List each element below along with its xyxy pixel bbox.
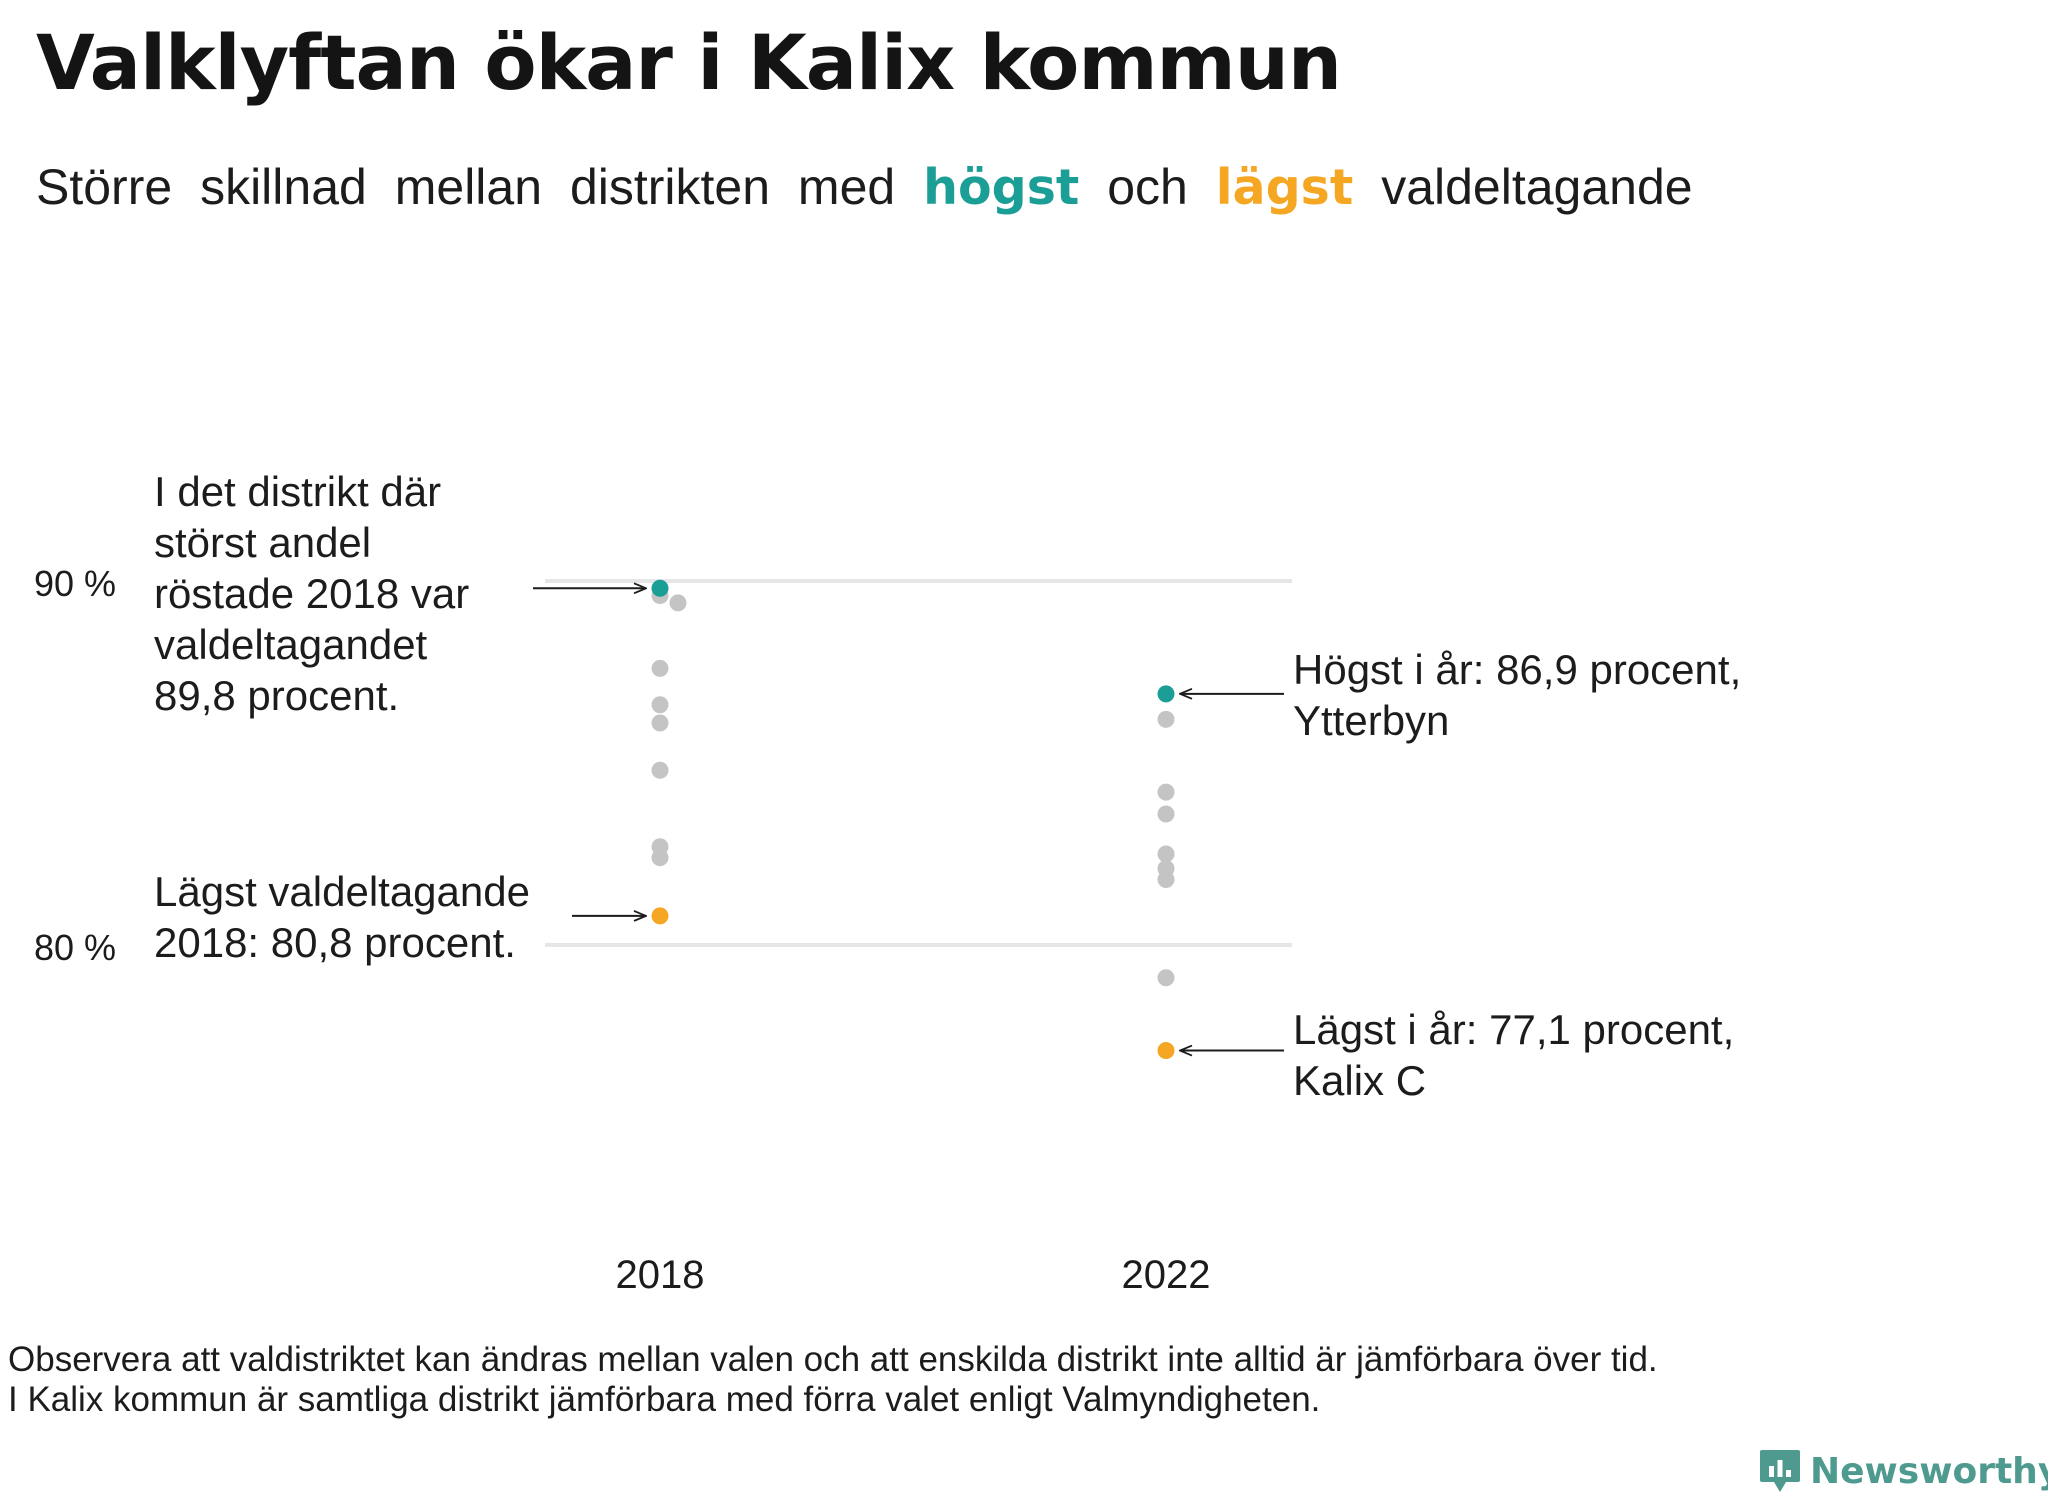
data-point — [1157, 805, 1175, 823]
chart-subtitle: Större skillnad mellan distrikten med hö… — [36, 158, 1707, 216]
annotation-2022-lowest: Kalix C — [1293, 1057, 1426, 1104]
annotation-2018-highest: 89,8 procent. — [154, 672, 399, 719]
annotation-2022-highest: Högst i år: 86,9 procent, — [1293, 646, 1741, 693]
subtitle-lowest-word: lägst — [1215, 159, 1354, 216]
y-tick-label: 80 % — [34, 927, 116, 968]
data-point-highest — [651, 579, 669, 597]
data-point-lowest — [651, 907, 669, 925]
dot-plot-chart: 80 % 90 % 2018 2022 I det distrikt därstörs… — [34, 468, 1741, 1297]
data-point — [1157, 845, 1175, 863]
newsworthy-logo[interactable]: Newsworthy — [1758, 1448, 2048, 1494]
subtitle-word: mellan — [394, 159, 543, 215]
annotation-2018-highest: röstade 2018 var — [154, 570, 469, 617]
x-tick-label: 2018 — [616, 1253, 705, 1297]
footnote: Observera att valdistriktet kan ändras m… — [8, 1340, 1658, 1420]
subtitle-word: skillnad — [200, 159, 367, 215]
newsworthy-logo-icon — [1760, 1450, 1800, 1492]
annotation-2018-highest: I det distrikt där — [154, 468, 441, 515]
data-point-highest — [1157, 685, 1175, 703]
annotation-2018-highest: störst andel — [154, 519, 371, 566]
logo-text: Newsworthy — [1810, 1450, 2048, 1492]
footnote-line: I Kalix kommun är samtliga distrikt jämf… — [8, 1380, 1321, 1419]
data-point — [651, 849, 669, 867]
annotation-2018-lowest: Lägst valdeltagande — [154, 868, 530, 915]
subtitle-word: och — [1107, 159, 1188, 215]
annotation-2022-highest: Ytterbyn — [1293, 697, 1449, 744]
data-point — [1157, 969, 1175, 987]
data-point — [669, 594, 687, 612]
data-point-lowest — [1157, 1042, 1175, 1060]
data-point — [651, 696, 669, 714]
data-point — [1157, 870, 1175, 888]
subtitle-highest-word: högst — [923, 159, 1080, 216]
annotation-2018-lowest: 2018: 80,8 procent. — [154, 919, 516, 966]
data-point — [651, 761, 669, 779]
data-point — [1157, 783, 1175, 801]
data-point — [651, 659, 669, 677]
x-tick-label: 2022 — [1122, 1253, 1211, 1297]
annotation-2018-highest: valdeltagandet — [154, 621, 428, 668]
subtitle-word: Större — [36, 159, 173, 215]
subtitle-word: distrikten — [569, 159, 771, 215]
footnote-line: Observera att valdistriktet kan ändras m… — [8, 1340, 1658, 1379]
subtitle-word: med — [797, 159, 896, 215]
chart-title: Valklyftan ökar i Kalix kommun — [36, 18, 1342, 107]
subtitle-word: valdeltagande — [1381, 159, 1693, 215]
data-point — [651, 714, 669, 732]
data-point — [1157, 710, 1175, 728]
annotation-2022-lowest: Lägst i år: 77,1 procent, — [1293, 1006, 1734, 1053]
y-tick-label: 90 % — [34, 563, 116, 604]
